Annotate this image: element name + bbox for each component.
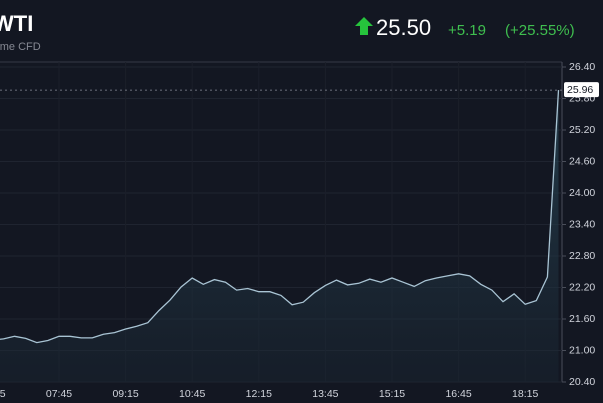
y-tick-label: 24.60 bbox=[569, 155, 595, 167]
y-tick-label: 22.20 bbox=[569, 281, 595, 293]
x-tick-label: 12:15 bbox=[246, 388, 272, 400]
x-tick-label: 10:45 bbox=[179, 388, 205, 400]
axes: 20.40 21.00 21.60 22.20 22.80 23.40 24.00 24.60… bbox=[0, 61, 599, 400]
y-tick-label: 21.00 bbox=[569, 344, 595, 356]
price-change: +5.19 bbox=[448, 22, 486, 39]
x-tick-label: 16:45 bbox=[445, 388, 471, 400]
y-tick-label: 22.80 bbox=[569, 250, 595, 262]
price-change-percent: (+25.55%) bbox=[505, 22, 575, 39]
x-tick-label: 15:15 bbox=[379, 388, 405, 400]
area-fill bbox=[0, 90, 559, 382]
y-tick-label: 23.40 bbox=[569, 218, 595, 230]
y-tick-label: 26.40 bbox=[569, 61, 595, 73]
y-tick-label: 25.20 bbox=[569, 124, 595, 136]
subtitle: Time CFD bbox=[0, 41, 41, 53]
last-price-label: 25.96 bbox=[567, 84, 593, 96]
x-tick-label: 09:15 bbox=[112, 388, 138, 400]
x-tick-label: 18:15 bbox=[512, 388, 538, 400]
last-price-tag bbox=[564, 82, 599, 98]
price-line bbox=[0, 90, 560, 344]
plot bbox=[0, 89, 562, 382]
y-tick-label: 24.00 bbox=[569, 187, 595, 199]
y-tick-label: 21.60 bbox=[569, 313, 595, 325]
x-tick-label: 07:45 bbox=[46, 388, 72, 400]
up-arrow-icon bbox=[355, 17, 373, 35]
price: 25.50 bbox=[376, 15, 431, 40]
x-tick-label: 06:15 bbox=[0, 388, 6, 400]
x-tick-label: 13:45 bbox=[312, 388, 338, 400]
y-tick-label: 20.40 bbox=[569, 376, 595, 388]
symbol: WTI bbox=[0, 11, 33, 36]
